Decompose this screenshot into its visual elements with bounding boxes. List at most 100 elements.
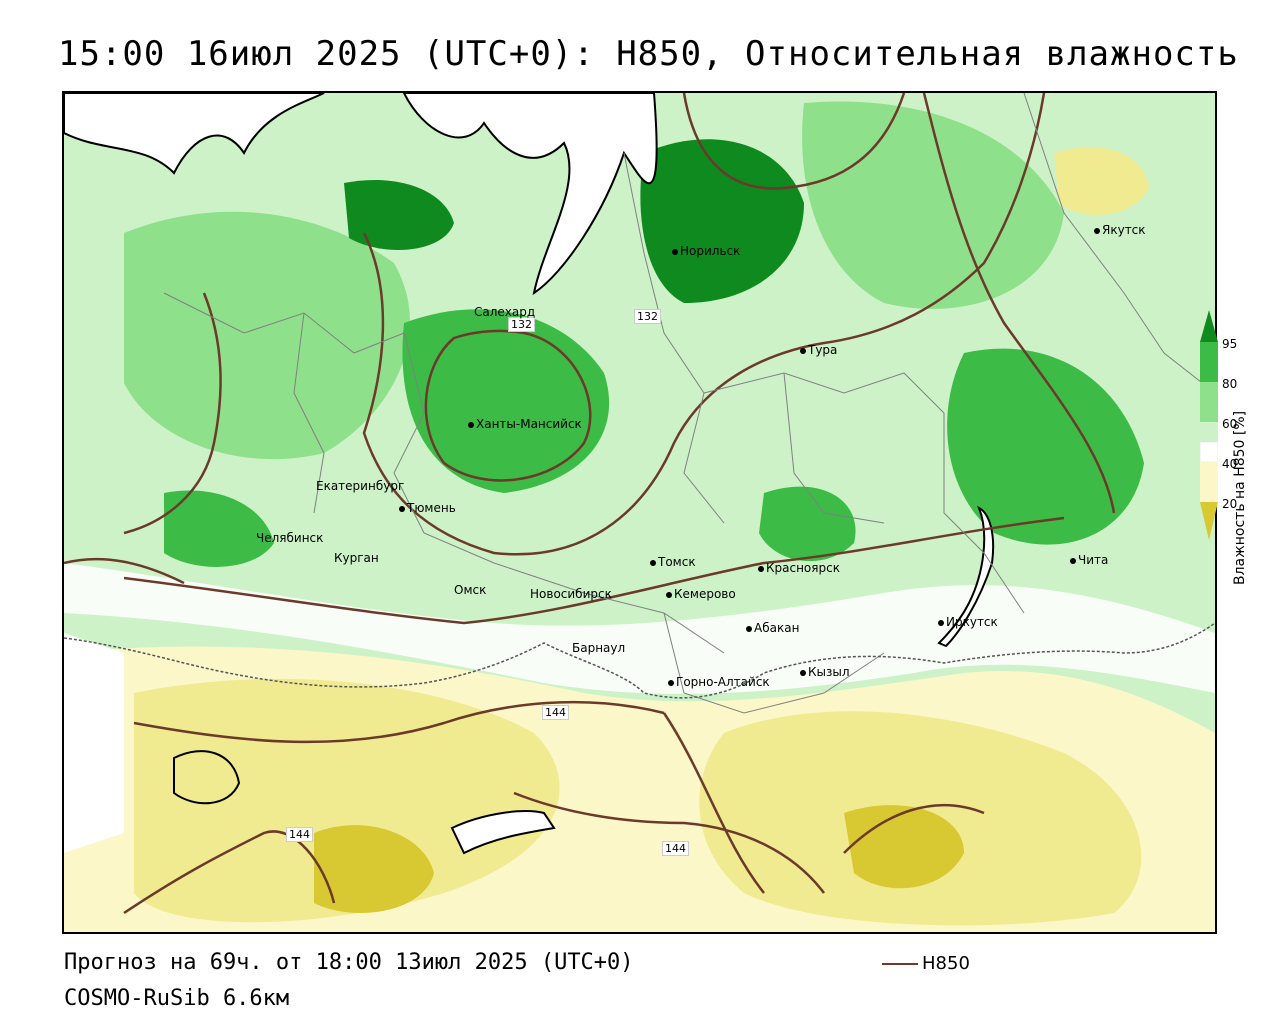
wet-area-krasnoyarsk [759,486,856,562]
city-label: Ханты-Мансийск [476,417,582,431]
city-marker: Новосибирск [530,587,612,601]
lake-baikal [937,505,995,648]
city-marker: Салехард [474,305,535,319]
city-dot-icon [650,559,656,566]
colorbar-bottom-arrow [1200,502,1218,540]
city-label: Кемерово [674,587,736,601]
dry-region-south-core [134,678,560,923]
colorbar-top-arrow [1200,310,1218,342]
humidity-field [64,93,1215,932]
city-marker: Омск [454,583,486,597]
city-marker: Горно-Алтайск [668,675,770,689]
humidity-colorbar [1200,310,1218,540]
neutral-band [64,563,1215,694]
coastline-north [402,93,658,296]
coastline-west [64,93,325,175]
wet-area-norilsk [640,139,804,303]
city-label: Тура [808,343,838,357]
city-label: Абакан [754,621,800,635]
colorbar-band-20-40 [1200,462,1218,502]
city-dot-icon [1070,557,1076,564]
city-dot-icon [672,248,678,255]
city-dot-icon [800,347,806,354]
city-marker: Кемерово [666,587,736,601]
colorbar-tick: 60 [1222,417,1238,431]
wet-area-east [947,348,1144,545]
city-dot-icon [468,421,474,428]
city-dot-icon [666,591,672,598]
colorbar-title: Влажность на H850 [%] [1232,410,1248,585]
city-label: Якутск [1102,223,1146,237]
city-dot-icon [800,669,806,676]
city-marker: Тюмень [399,501,456,515]
admin-borders [163,93,1215,714]
city-marker: Якутск [1094,223,1146,237]
city-dot-icon [1094,227,1100,234]
city-marker: Томск [650,555,696,569]
colorbar-tick: 95 [1222,337,1238,351]
city-label: Екатеринбург [316,479,405,493]
contour-legend: H850 [882,953,970,974]
city-dot-icon [746,625,752,632]
contour-line-swatch [882,963,918,965]
city-label: Салехард [474,305,536,319]
wet-area-west [124,211,410,460]
city-label: Иркутск [946,615,998,629]
city-label: Горно-Алтайск [676,675,770,689]
city-label: Норильск [680,244,741,258]
city-marker: Красноярск [758,561,840,575]
city-label: Барнаул [572,641,626,655]
colorbar-band-50-60 [1200,422,1218,442]
very-dry-patch-yakutsk [1054,147,1149,215]
wet-area-yamal [344,179,454,250]
city-dot-icon [938,619,944,626]
city-marker: Иркутск [938,615,998,629]
city-label: Тюмень [407,501,456,515]
lake-zaysan [173,750,241,805]
very-dry-patch-2 [844,805,964,889]
contour-label: 144 [662,841,689,856]
city-marker: Кызыл [800,665,850,679]
city-dot-icon [668,679,674,686]
forecast-info: Прогноз на 69ч. от 18:00 13июл 2025 (UTC… [64,950,634,975]
city-marker: Чита [1070,553,1108,567]
very-dry-patch-1 [314,825,434,913]
city-label: Кызыл [808,665,850,679]
city-label: Красноярск [766,561,840,575]
city-dot-icon [399,505,405,512]
colorbar-band-60-80 [1200,382,1218,422]
lake-balkhash [450,810,556,855]
contour-label: 144 [542,705,569,720]
wet-area-chelyabinsk [164,490,274,567]
city-marker: Екатеринбург [316,479,404,493]
map-title: 15:00 16июл 2025 (UTC+0): H850, Относите… [58,34,1239,74]
model-name: COSMO-RuSib 6.6км [64,986,290,1011]
city-label: Курган [334,551,379,565]
outside-domain-west [64,633,124,853]
city-marker: Курган [334,551,379,565]
colorbar-band-40-50 [1200,441,1218,463]
state-border [64,622,1215,699]
city-marker: Ханты-Мансийск [468,417,582,431]
colorbar-band-80-95 [1200,342,1218,382]
city-label: Челябинск [256,531,324,545]
colorbar-tick: 80 [1222,377,1238,391]
city-marker: Тура [800,343,837,357]
city-label: Новосибирск [530,587,612,601]
city-marker: Челябинск [256,531,323,545]
contour-label: 132 [508,317,535,332]
contour-label: 132 [634,309,661,324]
colorbar-tick: 40 [1222,457,1238,471]
city-marker: Норильск [672,244,740,258]
contour-legend-label: H850 [922,953,970,974]
map-panel: 132 132 144 144 144 Якутск Норильск Сале… [62,91,1217,934]
colorbar-tick: 20 [1222,497,1238,511]
wet-area-khanty [402,309,610,493]
city-dot-icon [758,565,764,572]
city-marker: Абакан [746,621,799,635]
city-label: Томск [658,555,696,569]
contour-label: 144 [286,827,313,842]
city-label: Чита [1078,553,1109,567]
city-marker: Барнаул [572,641,625,655]
city-label: Омск [454,583,487,597]
